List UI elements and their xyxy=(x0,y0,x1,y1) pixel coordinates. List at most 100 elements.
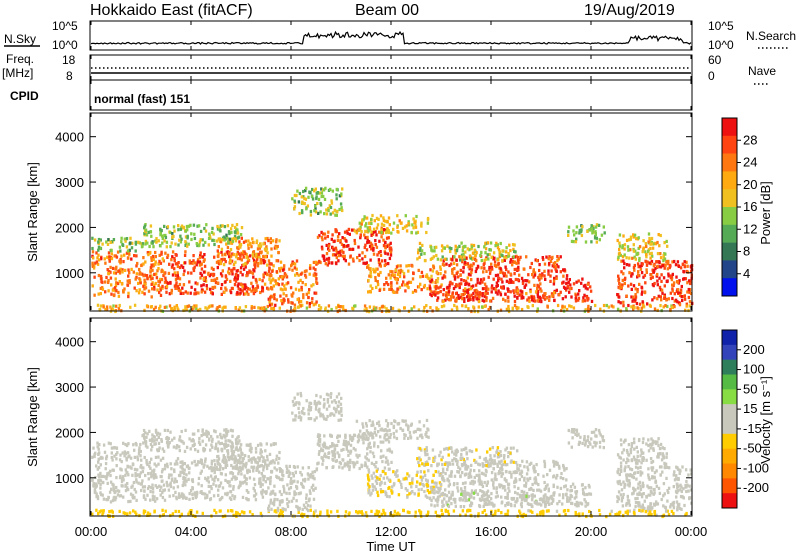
velocity-cell xyxy=(188,471,191,475)
date-title: 19/Aug/2019 xyxy=(584,2,675,19)
power-cell xyxy=(536,283,539,287)
power-cell xyxy=(255,252,258,256)
velocity-cell xyxy=(447,504,451,509)
velocity-cell xyxy=(510,496,513,501)
velocity-cell xyxy=(558,493,561,497)
power-cell xyxy=(401,269,404,273)
power-cell xyxy=(238,244,241,248)
power-cell xyxy=(385,244,389,248)
noise-trace xyxy=(90,30,692,45)
power-cell xyxy=(419,246,422,250)
velocity-cell xyxy=(423,470,426,474)
power-cell xyxy=(96,303,100,307)
power-cell xyxy=(255,239,259,243)
velocity-cell xyxy=(113,490,116,495)
velocity-cell xyxy=(326,397,330,402)
power-cell xyxy=(156,269,159,273)
power-cell xyxy=(368,310,371,314)
power-cell xyxy=(343,257,346,261)
power-cell xyxy=(158,306,161,311)
power-cell xyxy=(286,281,290,285)
power-cell xyxy=(267,287,270,291)
power-cell xyxy=(454,248,457,252)
power-cell xyxy=(121,270,124,274)
power-cell xyxy=(374,307,377,311)
power-cell xyxy=(618,286,621,290)
power-cell xyxy=(648,252,652,256)
power-cell xyxy=(504,292,507,296)
power-cell xyxy=(185,224,189,229)
velocity-cell xyxy=(338,460,341,465)
velocity-cell xyxy=(232,487,235,491)
power-cell xyxy=(395,277,398,281)
velocity-cell xyxy=(351,461,354,465)
power-cell xyxy=(270,262,273,266)
power-cell xyxy=(631,299,634,303)
power-cell xyxy=(387,273,390,277)
power-cell xyxy=(679,288,683,292)
velocity-cell xyxy=(464,481,467,485)
power-cell xyxy=(225,277,229,281)
power-cell xyxy=(455,263,459,267)
power-cell xyxy=(543,274,546,278)
power-cell xyxy=(226,224,230,228)
velocity-cell xyxy=(184,483,187,487)
velocity-cell xyxy=(309,406,313,410)
power-cell xyxy=(210,272,213,276)
power-cell xyxy=(450,294,454,298)
power-cell xyxy=(336,210,339,214)
power-cell xyxy=(382,238,385,242)
velocity-cell xyxy=(280,478,284,482)
power-cell xyxy=(130,246,134,250)
power-cell xyxy=(160,234,164,238)
power-cell xyxy=(467,265,470,269)
power-cell xyxy=(327,304,331,308)
power-cell xyxy=(189,223,192,227)
power-cell xyxy=(656,264,659,268)
power-cell xyxy=(297,297,301,301)
velocity-cell xyxy=(536,502,539,506)
power-cell xyxy=(370,230,373,234)
power-cell xyxy=(135,289,138,293)
power-cell xyxy=(636,288,639,292)
power-cell xyxy=(663,293,666,297)
power-cell xyxy=(474,269,478,274)
velocity-cell xyxy=(387,462,390,466)
power-cell xyxy=(480,250,483,254)
velocity-cell xyxy=(298,411,301,415)
power-cell xyxy=(590,240,593,244)
velocity-cell xyxy=(504,463,508,467)
velocity-cell xyxy=(216,449,220,453)
power-cell xyxy=(389,269,392,274)
power-cell xyxy=(119,267,122,271)
power-cell xyxy=(262,275,265,279)
velocity-cell xyxy=(313,399,317,404)
power-cell xyxy=(102,305,105,309)
power-cell xyxy=(244,265,247,269)
power-cell xyxy=(544,277,547,281)
power-cell xyxy=(347,227,351,231)
velocity-cell xyxy=(269,443,273,447)
velocity-cell xyxy=(400,482,403,487)
power-cell xyxy=(140,263,144,267)
power-cell xyxy=(514,250,517,254)
velocity-cell xyxy=(206,478,209,482)
power-cell xyxy=(565,281,568,285)
power-cell xyxy=(150,256,153,260)
power-cell xyxy=(464,244,467,248)
power-cell xyxy=(570,286,573,291)
power-cell xyxy=(633,263,636,268)
power-cell xyxy=(198,240,202,244)
velocity-cell xyxy=(463,489,467,493)
velocity-cell xyxy=(274,442,277,446)
power-cell xyxy=(367,229,370,233)
power-cell xyxy=(338,207,341,212)
velocity-cell xyxy=(166,465,169,469)
power-cell xyxy=(159,277,162,281)
power-cell xyxy=(327,244,331,248)
power-cell xyxy=(466,288,470,293)
velocity-cell xyxy=(267,477,270,481)
power-cell xyxy=(433,290,436,294)
velocity-cell xyxy=(229,439,232,443)
velocity-cell xyxy=(586,503,589,507)
